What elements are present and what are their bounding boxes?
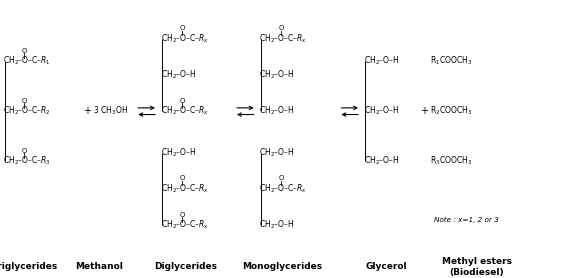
Text: Methyl esters
(Biodiesel): Methyl esters (Biodiesel) [442,257,512,277]
Text: CH$_2$–O–C–$R_x$: CH$_2$–O–C–$R_x$ [259,33,307,45]
Text: O: O [179,212,185,218]
Text: 3 CH$_3$OH: 3 CH$_3$OH [93,105,128,117]
Text: Glycerol: Glycerol [365,262,407,271]
Text: CH$_2$–O–H: CH$_2$–O–H [259,147,295,159]
Text: +: + [420,106,428,116]
Text: CH$_2$–O–C–$R_3$: CH$_2$–O–C–$R_3$ [3,155,51,167]
Text: CH$_2$–O–H: CH$_2$–O–H [161,147,196,159]
Text: CH$_2$–O–C–$R_x$: CH$_2$–O–C–$R_x$ [161,183,209,195]
Text: R$_3$COOCH$_3$: R$_3$COOCH$_3$ [430,155,472,167]
Text: CH$_2$–O–C–$R_x$: CH$_2$–O–C–$R_x$ [161,33,209,45]
Text: +: + [83,106,91,116]
Text: CH$_2$–O–H: CH$_2$–O–H [364,155,399,167]
Text: CH$_2$–O–H: CH$_2$–O–H [364,55,399,67]
Text: O: O [278,175,284,182]
Text: CH$_2$–O–H: CH$_2$–O–H [259,105,295,117]
Text: O: O [21,48,27,54]
Text: CH$_2$–O–H: CH$_2$–O–H [161,69,196,81]
Text: CH$_2$–O–C–$R_x$: CH$_2$–O–C–$R_x$ [161,105,209,117]
Text: Diglycerides: Diglycerides [155,262,218,271]
Text: Methanol: Methanol [75,262,122,271]
Text: O: O [179,25,185,31]
Text: Triglycerides: Triglycerides [0,262,58,271]
Text: CH$_2$–O–C–$R_1$: CH$_2$–O–C–$R_1$ [3,55,51,67]
Text: CH$_2$–O–C–$R_x$: CH$_2$–O–C–$R_x$ [259,183,307,195]
Text: O: O [278,25,284,31]
Text: R$_2$COOCH$_3$: R$_2$COOCH$_3$ [430,105,472,117]
Text: CH$_2$–O–C–$R_2$: CH$_2$–O–C–$R_2$ [3,105,51,117]
Text: CH$_2$–O–H: CH$_2$–O–H [364,105,399,117]
Text: O: O [179,175,185,182]
Text: CH$_2$–O–H: CH$_2$–O–H [259,69,295,81]
Text: O: O [179,98,185,104]
Text: CH$_2$–O–H: CH$_2$–O–H [259,219,295,231]
Text: O: O [21,98,27,104]
Text: R$_1$COOCH$_3$: R$_1$COOCH$_3$ [430,55,472,67]
Text: Note : x=1, 2 or 3: Note : x=1, 2 or 3 [434,217,499,223]
Text: CH$_2$–O–C–$R_x$: CH$_2$–O–C–$R_x$ [161,219,209,231]
Text: O: O [21,148,27,154]
Text: Monoglycerides: Monoglycerides [242,262,322,271]
